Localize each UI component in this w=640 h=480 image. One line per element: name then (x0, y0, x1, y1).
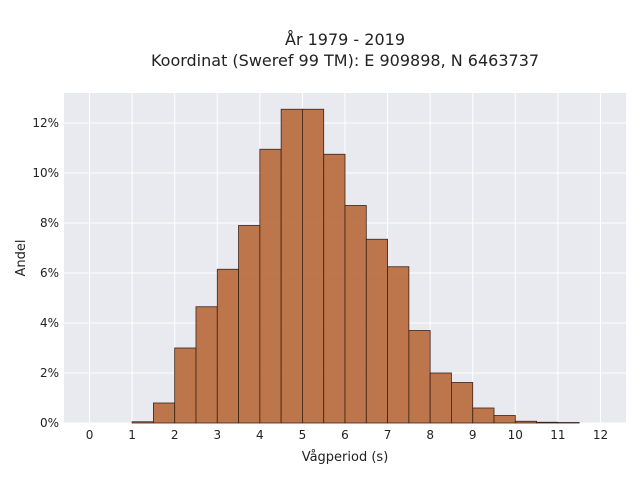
x-tick-label-11: 11 (550, 428, 565, 442)
y-tick-label-6: 12% (32, 116, 59, 130)
y-tick-label-5: 10% (32, 166, 59, 180)
histogram-bar-0 (131, 421, 154, 424)
x-axis-label: Vågperiod (s) (302, 450, 389, 465)
histogram-bar-2 (174, 347, 197, 424)
histogram-bar-15 (451, 382, 474, 424)
histogram-bar-14 (429, 372, 452, 424)
y-axis-ticks: 0% 2% 4% 6% 8% 10% 12% (32, 116, 59, 430)
histogram-bar-16 (472, 407, 495, 424)
histogram-bar-1 (153, 402, 176, 424)
histogram-bar-4 (216, 268, 239, 424)
histogram-bar-5 (238, 225, 261, 424)
histogram-bar-3 (195, 306, 218, 424)
x-tick-label-1: 1 (128, 428, 136, 442)
x-tick-label-5: 5 (299, 428, 307, 442)
x-tick-label-6: 6 (341, 428, 349, 442)
histogram-bar-18 (514, 420, 537, 424)
x-tick-label-12: 12 (593, 428, 608, 442)
histogram-bar-20 (557, 422, 580, 424)
histogram-bar-9 (323, 153, 346, 424)
y-tick-label-4: 8% (40, 216, 59, 230)
histogram-bar-11 (365, 238, 388, 424)
chart-title-line-2: Koordinat (Sweref 99 TM): E 909898, N 64… (151, 51, 539, 70)
x-tick-label-9: 9 (469, 428, 477, 442)
histogram-bar-8 (302, 108, 325, 424)
x-tick-label-4: 4 (256, 428, 264, 442)
histogram-bar-12 (387, 266, 410, 424)
histogram-bars (131, 108, 580, 424)
x-tick-label-10: 10 (508, 428, 523, 442)
histogram-bar-10 (344, 205, 367, 424)
y-tick-label-1: 2% (40, 366, 59, 380)
x-tick-label-3: 3 (213, 428, 221, 442)
y-axis-label: Andel (14, 240, 29, 277)
y-tick-label-3: 6% (40, 266, 59, 280)
x-tick-label-2: 2 (171, 428, 179, 442)
y-tick-label-2: 4% (40, 316, 59, 330)
x-axis-ticks: 0 1 2 3 4 5 6 7 8 9 10 11 12 (86, 428, 608, 442)
x-tick-label-0: 0 (86, 428, 94, 442)
y-tick-label-0: 0% (40, 416, 59, 430)
x-tick-label-7: 7 (384, 428, 392, 442)
histogram-bar-6 (259, 148, 282, 424)
chart-title-line-1: År 1979 - 2019 (285, 30, 405, 49)
histogram-bar-19 (536, 421, 559, 424)
histogram-bar-7 (280, 108, 303, 424)
x-tick-label-8: 8 (426, 428, 434, 442)
histogram-bar-17 (493, 415, 516, 424)
histogram-bar-13 (408, 330, 431, 424)
